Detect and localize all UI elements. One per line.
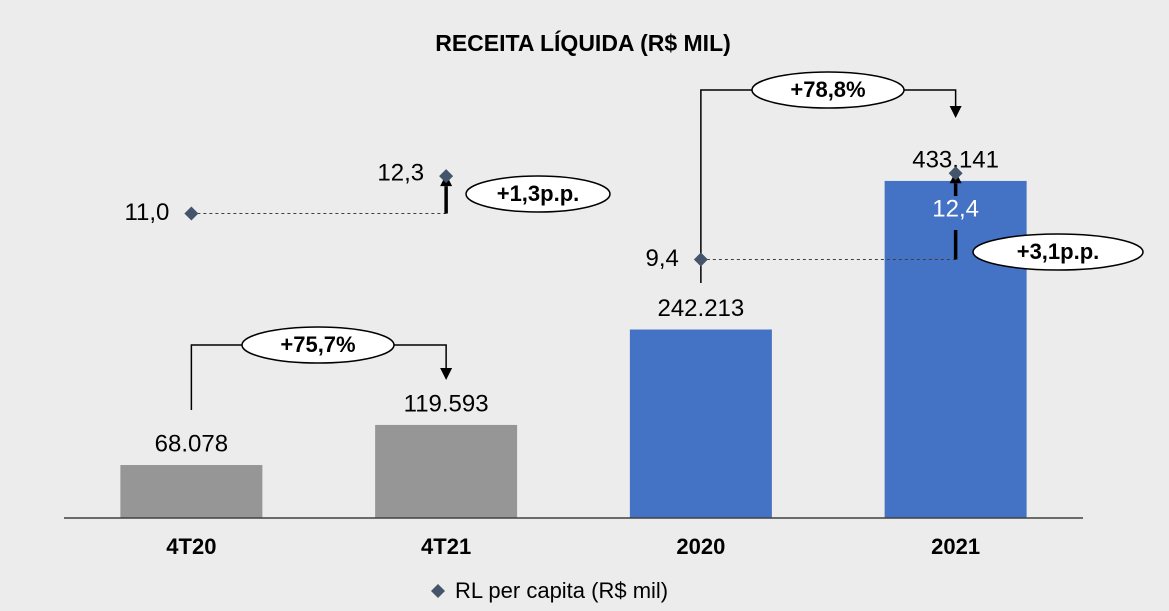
x-tick-label: 2021: [931, 534, 980, 559]
annotation-bubble: [241, 326, 395, 364]
bar-value-label: 68.078: [155, 430, 228, 457]
chart-title: RECEITA LÍQUIDA (R$ MIL): [435, 29, 731, 56]
annotation-label: +1,3p.p.: [497, 181, 580, 206]
scatter-point: [439, 169, 454, 184]
point-value-label: 12,3: [377, 160, 424, 187]
bar-value-label: 119.593: [404, 390, 489, 417]
bar-value-label: 242.213: [657, 295, 744, 322]
x-tick-label: 4T20: [166, 534, 216, 559]
annotation-label: +3,1p.p.: [1017, 239, 1100, 264]
legend-label: RL per capita (R$ mil): [455, 578, 668, 603]
point-value-label: 12,4: [932, 196, 979, 223]
scatter-point: [184, 206, 199, 221]
annotation-label: +75,7%: [280, 332, 355, 357]
bar: [120, 465, 263, 518]
annotation-label: +78,8%: [790, 77, 865, 102]
annotation-bubble: [972, 233, 1144, 271]
point-value-label: 9,4: [646, 245, 679, 272]
x-tick-label: 2020: [676, 534, 725, 559]
point-value-label: 11,0: [124, 199, 169, 226]
arrow-head: [440, 368, 453, 380]
annotation-bubble: [751, 71, 905, 109]
scatter-point: [948, 166, 963, 181]
annotation-bubble: [465, 175, 611, 213]
bar: [375, 424, 518, 518]
arrow-head: [949, 106, 962, 118]
x-tick-label: 4T21: [421, 534, 471, 559]
legend-marker: [431, 584, 445, 598]
bar: [629, 329, 772, 518]
scatter-point: [693, 252, 708, 267]
